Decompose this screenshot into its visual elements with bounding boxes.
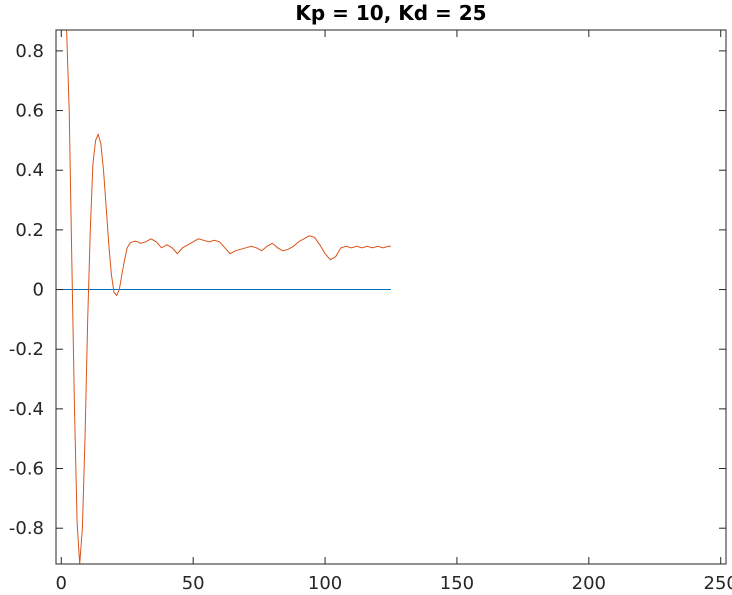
y-tick-label: -0.2 [9, 339, 44, 360]
x-tick-label: 150 [440, 573, 474, 594]
axes-box [55, 29, 727, 565]
x-tick-label: 50 [182, 573, 205, 594]
y-axis: 0.8 0.6 0.4 0.2 0 -0.2 -0.4 -0.6 -0.8 [9, 41, 726, 539]
series-line-2 [66, 30, 391, 564]
y-tick-label: -0.6 [9, 459, 44, 480]
y-tick-label: -0.4 [9, 399, 44, 420]
plot-area [56, 30, 726, 564]
series-layer [61, 30, 391, 564]
x-tick-label: 200 [572, 573, 606, 594]
y-tick-label: -0.8 [9, 518, 44, 539]
x-tick-label: 100 [308, 573, 342, 594]
chart-title: Kp = 10, Kd = 25 [295, 1, 486, 25]
y-tick-label: 0.6 [15, 101, 44, 122]
y-tick-label: 0.8 [15, 41, 44, 62]
x-tick-label: 0 [56, 573, 67, 594]
y-tick-label: 0.2 [15, 220, 44, 241]
y-tick-label: 0.4 [15, 160, 44, 181]
x-tick-label: 250 [704, 573, 732, 594]
x-axis: 0 50 100 150 200 250 [56, 30, 732, 594]
y-tick-label: 0 [33, 280, 44, 301]
